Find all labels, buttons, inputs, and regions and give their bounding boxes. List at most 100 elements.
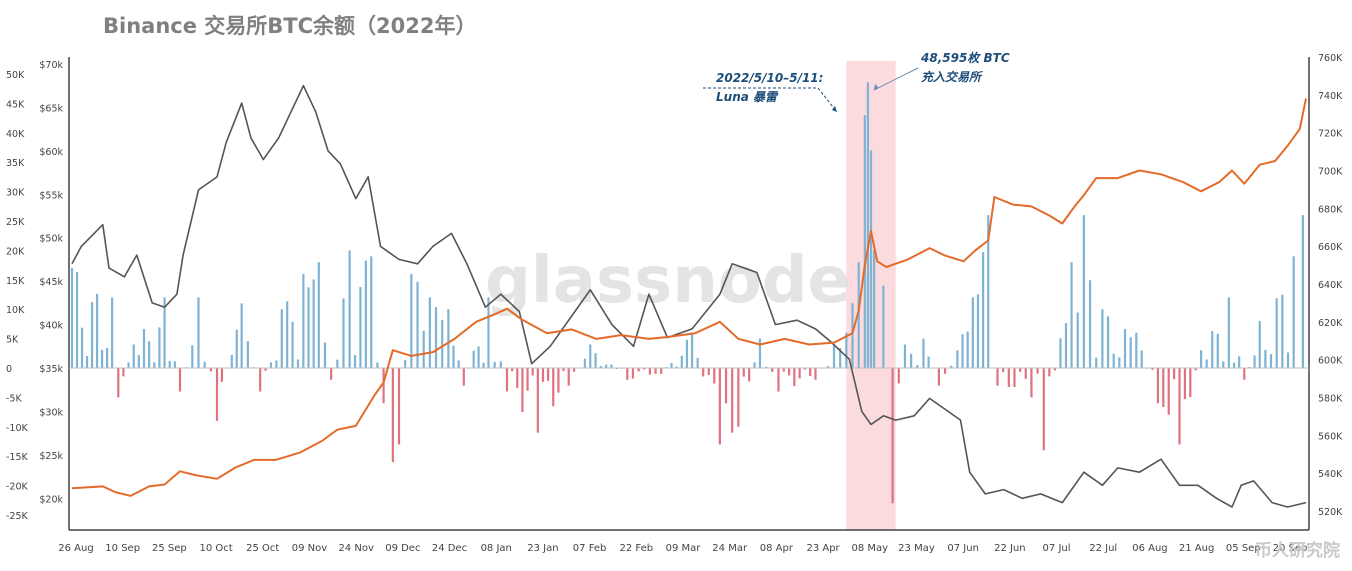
netflow-tick-label: -25K (6, 511, 29, 522)
netflow-bar (1301, 215, 1305, 368)
netflow-bar (122, 368, 125, 377)
netflow-bar (589, 344, 592, 368)
netflow-bar (873, 250, 876, 368)
netflow-bar (707, 368, 710, 376)
luna-annotation: 2022/5/10–5/11: Luna 暴雷 (716, 69, 823, 107)
netflow-bar (127, 362, 130, 368)
netflow-bar (317, 262, 320, 368)
x-tick-label: 07 Feb (573, 543, 607, 554)
netflow-tick-label: 15K (6, 276, 25, 287)
x-tick-label: 10 Oct (199, 543, 232, 554)
netflow-bar (654, 368, 657, 374)
price-tick-label: $35k (39, 364, 63, 375)
netflow-bar (1211, 330, 1214, 368)
netflow-bar (897, 368, 900, 384)
netflow-bar (541, 368, 545, 382)
netflow-bar (937, 368, 940, 386)
netflow-bar (826, 366, 829, 368)
x-tick-label: 24 Nov (338, 543, 374, 554)
inflow-annotation: 48,595枚 BTC 充入交易所 (921, 49, 1010, 87)
netflow-bar (280, 309, 283, 368)
netflow-bar (866, 82, 870, 368)
netflow-bar (1162, 368, 1165, 408)
x-tick-label: 20 Sep (1273, 543, 1308, 554)
balance-tick-label: 660K (1318, 242, 1343, 253)
netflow-bar (1281, 294, 1284, 368)
netflow-bar (713, 368, 716, 384)
netflow-bar (1238, 356, 1241, 368)
netflow-bar (675, 366, 678, 368)
netflow-bar (1253, 355, 1256, 368)
balance-tick-label: 600K (1318, 356, 1343, 367)
netflow-bar (493, 361, 496, 368)
netflow-bar (982, 252, 985, 368)
netflow-bar (376, 362, 379, 368)
x-tick-label: 25 Sep (152, 543, 187, 554)
netflow-bar (814, 368, 817, 380)
netflow-tick-label: 20K (6, 246, 25, 257)
netflow-bar (742, 368, 745, 377)
netflow-bar (1243, 368, 1246, 380)
price-tick-label: $30k (39, 407, 63, 418)
netflow-bar (516, 368, 519, 389)
netflow-bar (1101, 309, 1104, 368)
netflow-bar (142, 329, 146, 368)
chart-title: Binance 交易所BTC余额（2022年） (103, 14, 477, 38)
netflow-tick-label: 0 (6, 364, 12, 375)
netflow-bar (976, 294, 980, 368)
netflow-bar (1292, 256, 1295, 368)
netflow-bar (956, 350, 959, 368)
netflow-bar (910, 353, 913, 368)
netflow-bar (359, 287, 362, 368)
netflow-bar (903, 344, 907, 368)
netflow-bar (178, 368, 182, 392)
inflow-annotation-text: 充入交易所 (921, 70, 982, 84)
netflow-bar (696, 357, 699, 368)
netflow-bar (839, 347, 842, 368)
netflow-bar (869, 150, 873, 368)
balance-tick-label: 740K (1318, 91, 1343, 102)
price-tick-label: $60k (39, 147, 63, 158)
netflow-bar (536, 368, 539, 433)
netflow-bar (75, 272, 79, 368)
netflow-bar (80, 327, 84, 368)
netflow-bar (457, 360, 460, 368)
netflow-bar (342, 298, 345, 368)
netflow-bar (307, 287, 310, 368)
netflow-bar (798, 368, 801, 379)
netflow-bar (758, 338, 762, 368)
netflow-bar (482, 362, 485, 368)
balance-tick-label: 560K (1318, 431, 1343, 442)
netflow-bar (943, 368, 947, 374)
netflow-bar (137, 354, 140, 368)
netflow-bar (670, 362, 673, 368)
netflow-bar (637, 368, 640, 372)
netflow-bar (173, 361, 176, 368)
netflow-bar (950, 365, 953, 368)
netflow-bar (364, 260, 367, 368)
netflow-bar (583, 358, 586, 368)
netflow-bar (286, 301, 289, 368)
netflow-bar (434, 307, 438, 368)
balance-tick-label: 540K (1318, 469, 1343, 480)
x-tick-label: 22 Feb (620, 543, 654, 554)
netflow-bar (552, 368, 555, 407)
luna-annotation-text: Luna 暴雷 (716, 90, 778, 104)
netflow-bar (90, 302, 94, 368)
netflow-bar (1205, 359, 1208, 368)
netflow-bar (452, 345, 455, 368)
netflow-bar (685, 339, 689, 368)
price-tick-label: $50k (39, 234, 63, 245)
inflow-arrowhead (874, 84, 879, 90)
netflow-bar (1167, 368, 1170, 415)
netflow-bar (765, 366, 768, 368)
x-tick-label: 23 May (898, 543, 935, 554)
price-tick-label: $40k (39, 321, 63, 332)
netflow-bar (1227, 297, 1230, 368)
netflow-bar (660, 368, 663, 374)
netflow-bar (511, 368, 514, 372)
netflow-bar (1002, 368, 1005, 373)
netflow-bar (302, 273, 305, 368)
netflow-bar (605, 364, 608, 368)
